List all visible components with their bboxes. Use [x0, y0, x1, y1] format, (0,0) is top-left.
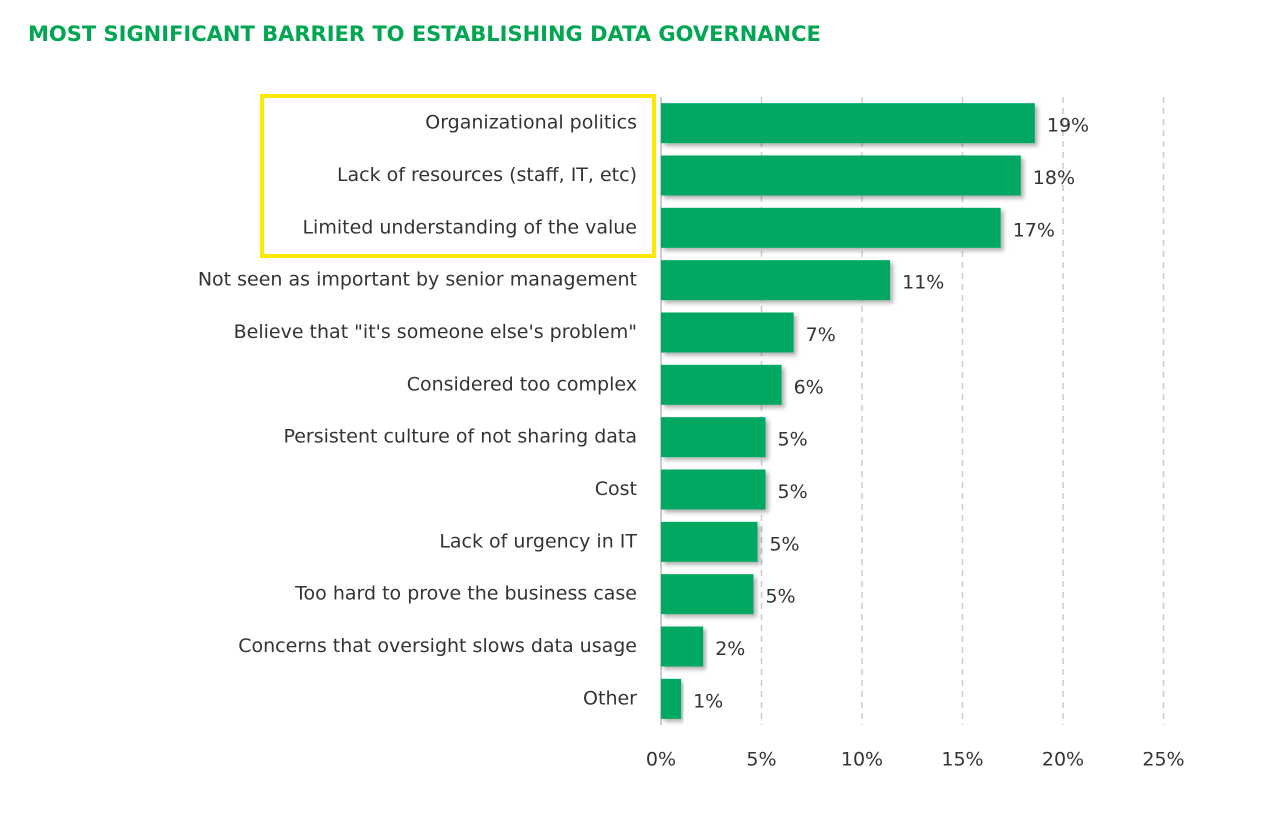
bar	[661, 469, 766, 510]
category-label: Organizational politics	[425, 112, 637, 134]
x-tick-label: 10%	[841, 749, 883, 771]
value-label: 17%	[1013, 219, 1055, 241]
bar	[661, 574, 754, 615]
value-label: 11%	[902, 272, 944, 294]
bar	[661, 364, 782, 405]
value-label: 2%	[715, 638, 745, 660]
category-label: Cost	[595, 478, 637, 500]
bar	[661, 312, 794, 353]
value-label: 7%	[806, 324, 836, 346]
value-label: 19%	[1047, 115, 1089, 137]
category-label: Limited understanding of the value	[302, 216, 637, 238]
category-label: Believe that "it's someone else's proble…	[234, 321, 637, 343]
x-tick-label: 20%	[1042, 749, 1084, 771]
bar	[661, 626, 704, 667]
value-label: 6%	[794, 376, 824, 398]
value-label: 5%	[769, 533, 799, 555]
x-tick-label: 15%	[941, 749, 983, 771]
bar	[661, 155, 1021, 196]
x-tick-label: 0%	[646, 749, 676, 771]
category-label: Lack of resources (staff, IT, etc)	[337, 164, 637, 186]
category-label: Too hard to prove the business case	[294, 583, 637, 605]
bar	[661, 260, 891, 301]
value-label: 5%	[765, 586, 795, 608]
bar	[661, 521, 758, 562]
category-label: Concerns that oversight slows data usage	[238, 635, 637, 657]
category-label: Persistent culture of not sharing data	[283, 426, 637, 448]
bar	[661, 103, 1035, 144]
value-label: 1%	[693, 690, 723, 712]
bar	[661, 417, 766, 458]
value-label: 5%	[778, 429, 808, 451]
highlight-box	[260, 94, 656, 258]
bar	[661, 207, 1001, 248]
category-label: Not seen as important by senior manageme…	[198, 269, 637, 291]
category-label: Other	[583, 687, 637, 709]
category-label: Considered too complex	[407, 373, 637, 395]
bar	[661, 678, 682, 719]
x-tick-label: 5%	[746, 749, 776, 771]
value-label: 5%	[778, 481, 808, 503]
x-tick-label: 25%	[1142, 749, 1184, 771]
chart-title: MOST SIGNIFICANT BARRIER TO ESTABLISHING…	[28, 22, 821, 46]
value-label: 18%	[1033, 167, 1075, 189]
category-label: Lack of urgency in IT	[439, 530, 637, 552]
